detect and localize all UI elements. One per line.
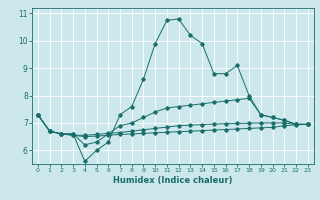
X-axis label: Humidex (Indice chaleur): Humidex (Indice chaleur) [113, 176, 233, 185]
